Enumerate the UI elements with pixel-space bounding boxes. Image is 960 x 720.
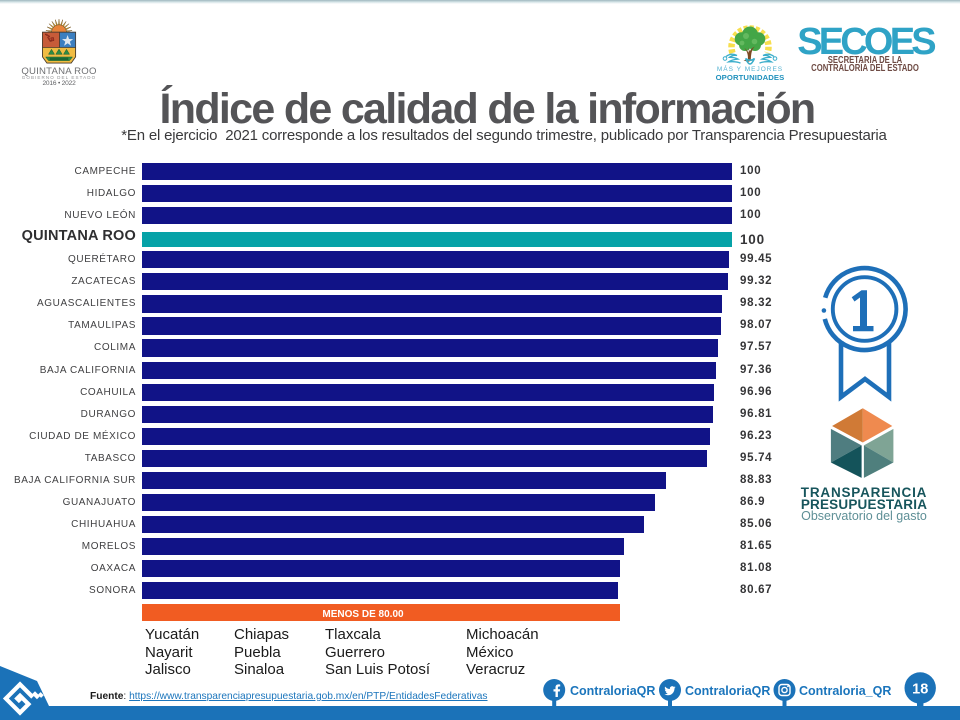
svg-text:18: 18 bbox=[912, 681, 928, 697]
